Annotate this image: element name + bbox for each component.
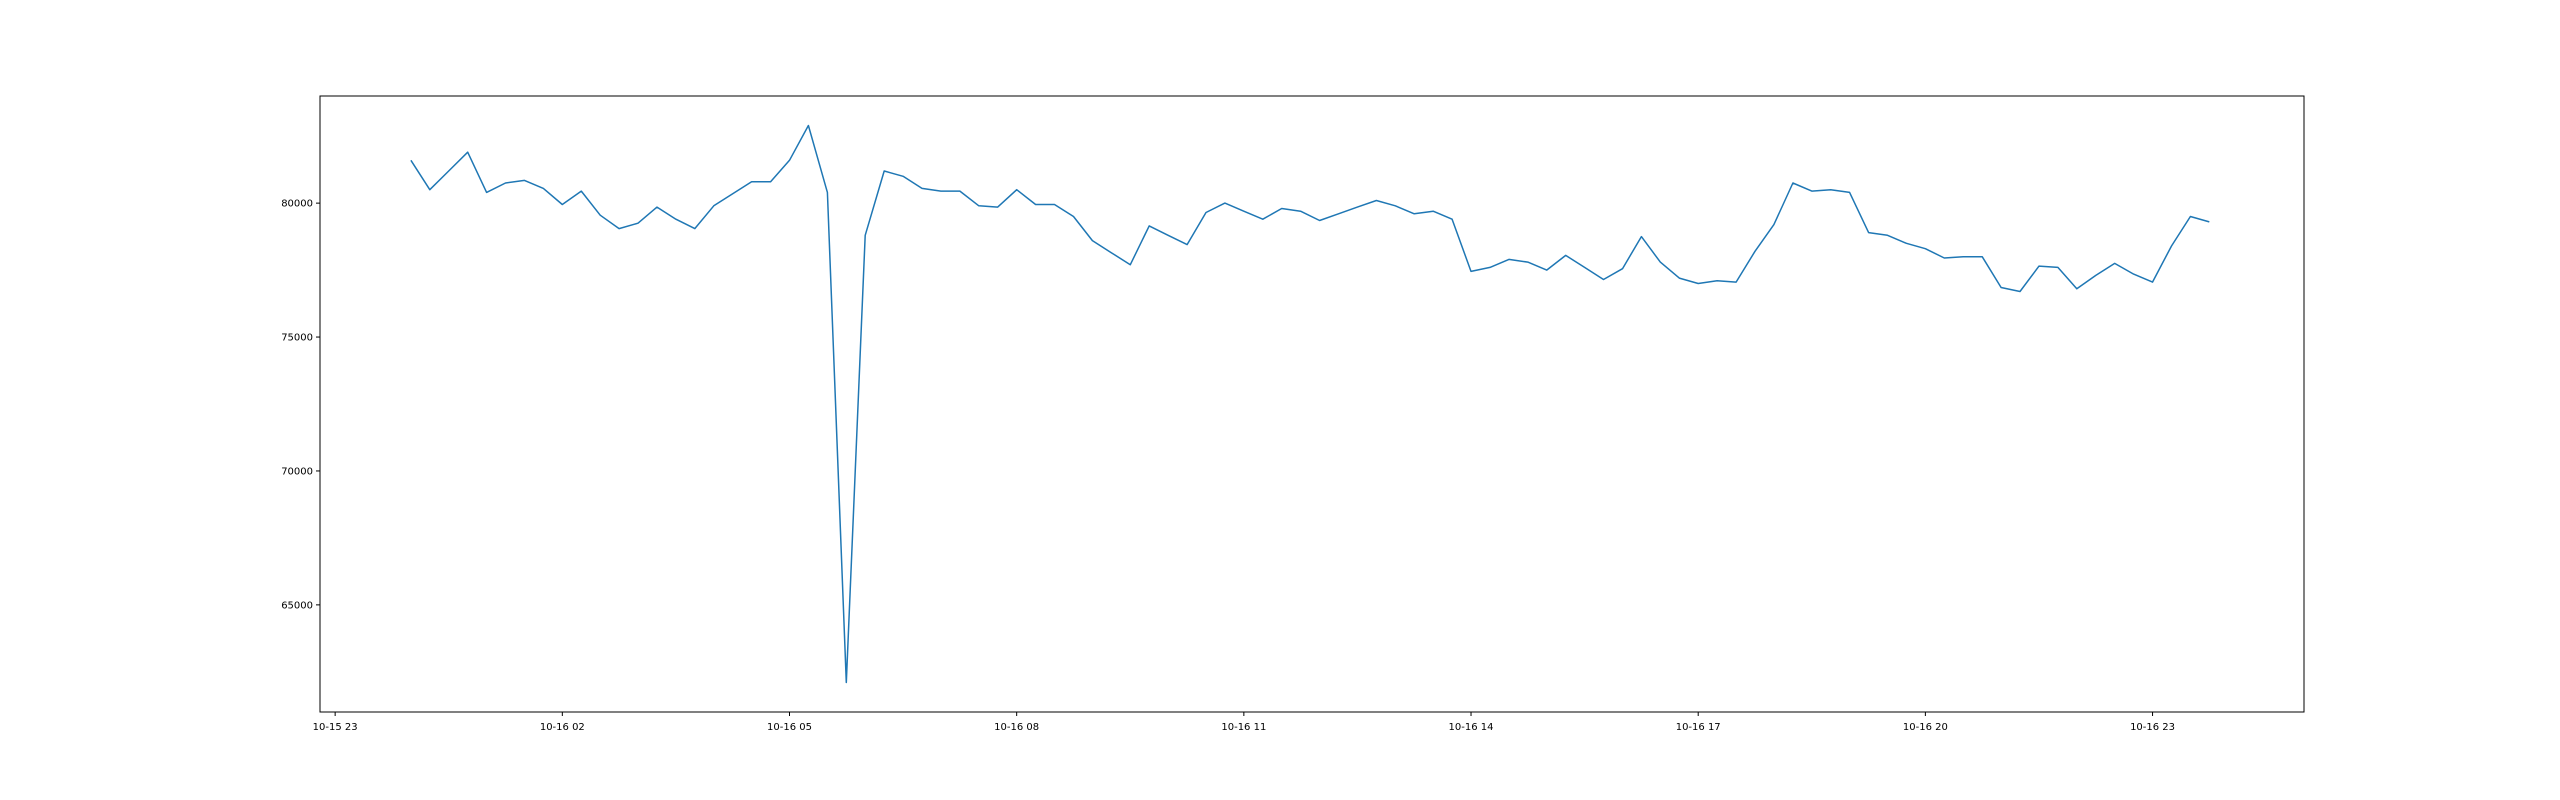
x-tick-label: 10-15 23 — [313, 722, 358, 733]
x-tick-label: 10-16 02 — [540, 722, 585, 733]
series-layer — [410, 124, 2210, 684]
y-tick-label: 70000 — [281, 466, 313, 477]
x-tick-label: 10-16 23 — [2130, 722, 2175, 733]
y-tick-label: 80000 — [281, 199, 313, 210]
y-tick-label: 65000 — [281, 600, 313, 611]
x-tick-label: 10-16 11 — [1221, 722, 1266, 733]
x-tick-label: 10-16 14 — [1449, 722, 1494, 733]
y-tick-label: 75000 — [281, 333, 313, 344]
x-tick-label: 10-16 20 — [1903, 722, 1948, 733]
x-tick-label: 10-16 17 — [1676, 722, 1721, 733]
series-line — [410, 124, 2210, 684]
x-axis-ticks: 10-15 23 10-16 02 10-16 05 10-16 08 10-16 11… — [313, 712, 2175, 733]
y-axis-ticks: 65000 70000 75000 80000 — [281, 199, 320, 611]
x-tick-label: 10-16 05 — [767, 722, 812, 733]
x-tick-label: 10-16 08 — [994, 722, 1039, 733]
plot-area-frame — [319, 95, 2305, 713]
